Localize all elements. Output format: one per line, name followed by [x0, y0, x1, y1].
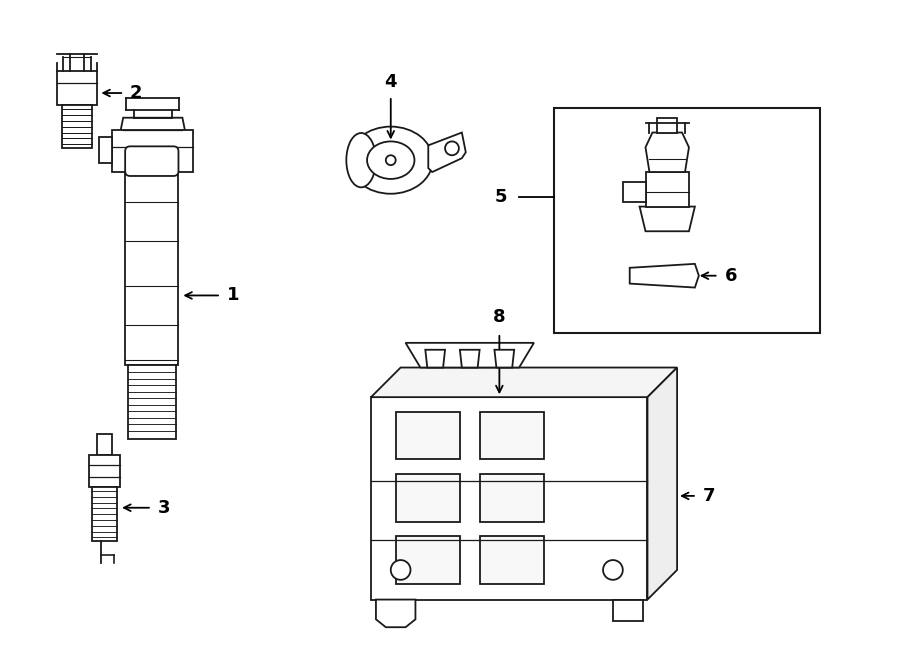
Polygon shape — [630, 264, 698, 288]
Bar — [480, 412, 544, 459]
FancyBboxPatch shape — [125, 146, 178, 176]
Bar — [645, 172, 688, 207]
Polygon shape — [376, 600, 416, 627]
Text: 4: 4 — [384, 73, 397, 91]
Text: 2: 2 — [130, 84, 142, 102]
Text: 5: 5 — [495, 188, 508, 206]
Polygon shape — [371, 368, 677, 397]
Text: 3: 3 — [158, 499, 170, 517]
Bar — [396, 536, 460, 584]
Polygon shape — [460, 350, 480, 368]
Bar — [125, 172, 178, 365]
Bar — [62, 105, 92, 148]
Polygon shape — [623, 182, 645, 202]
Polygon shape — [426, 350, 446, 368]
Bar — [112, 130, 194, 172]
Circle shape — [446, 141, 459, 155]
Circle shape — [386, 155, 396, 165]
Polygon shape — [428, 132, 466, 172]
Ellipse shape — [349, 127, 433, 194]
Circle shape — [603, 560, 623, 580]
Ellipse shape — [367, 141, 415, 179]
Polygon shape — [115, 118, 190, 157]
Text: 8: 8 — [493, 308, 506, 326]
Text: 1: 1 — [227, 286, 239, 305]
Polygon shape — [613, 600, 643, 621]
Bar — [88, 455, 121, 487]
Polygon shape — [640, 207, 695, 231]
Bar — [396, 412, 460, 459]
Bar — [480, 474, 544, 522]
Bar — [100, 137, 112, 163]
Polygon shape — [494, 350, 514, 368]
Bar — [128, 365, 176, 439]
Polygon shape — [647, 368, 677, 600]
Circle shape — [391, 560, 410, 580]
Ellipse shape — [346, 133, 376, 187]
Text: 6: 6 — [724, 266, 737, 285]
Polygon shape — [645, 132, 688, 172]
Polygon shape — [406, 343, 534, 368]
Text: 7: 7 — [703, 487, 716, 505]
Bar — [396, 474, 460, 522]
Bar — [554, 108, 820, 333]
Bar — [92, 487, 117, 541]
Bar — [480, 536, 544, 584]
Bar — [657, 118, 677, 132]
Bar — [96, 434, 112, 455]
Bar — [57, 71, 96, 105]
Polygon shape — [371, 397, 647, 600]
